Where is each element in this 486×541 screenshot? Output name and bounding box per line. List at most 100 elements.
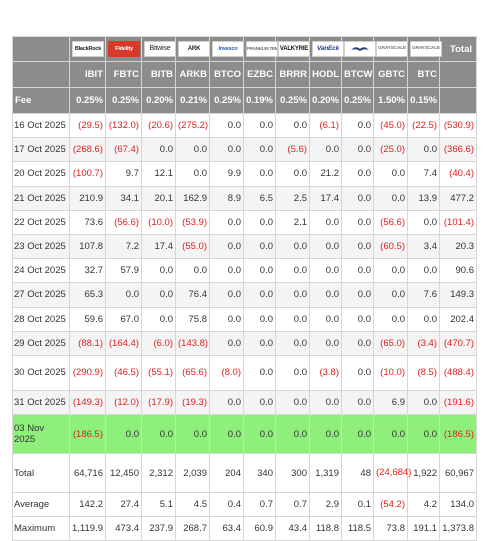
etf-flow-table-container: BlackRock Fidelity Bitwise ARK Invesco F…: [12, 36, 477, 541]
flow-value-cell: 0.0: [141, 258, 176, 284]
total-column-header: Total: [439, 36, 477, 62]
flow-value-cell: 0.1: [341, 492, 374, 518]
invesco-logo-icon: Invesco: [212, 41, 244, 57]
flow-value-cell: 67.0: [105, 306, 142, 332]
flow-value-cell: 0.0: [175, 258, 210, 284]
flow-value-cell: 1,922: [407, 453, 440, 494]
fee-value: 0.20%: [141, 87, 176, 114]
summary-row-average: Average 142.2 27.4 5.1 4.5 0.4 0.7 0.7 2.9 0.1 (54…: [12, 492, 477, 518]
flow-value-cell: 0.0: [209, 330, 244, 356]
flow-value-cell: 340: [243, 453, 276, 494]
flow-value-cell: 0.0: [341, 137, 374, 163]
flow-value-cell: (290.9): [69, 354, 106, 391]
flow-value-cell: 5.1: [141, 492, 176, 518]
flow-value-cell: (65.6): [175, 354, 210, 391]
flow-value-cell: 6.5: [243, 185, 276, 211]
flow-value-cell: 0.0: [407, 258, 440, 284]
flow-value-cell: 473.4: [105, 516, 142, 541]
flow-value-cell: 0.0: [373, 306, 408, 332]
date-cell: 29 Oct 2025: [12, 330, 70, 356]
table-row: 22 Oct 2025 73.6 (56.6) (10.0) (53.9) 0.0 0.0 2…: [12, 209, 477, 235]
fee-value: 0.25%: [69, 87, 106, 114]
flow-value-cell: 2.9: [309, 492, 342, 518]
franklin-logo-icon: FRANKLIN TEMPLETON: [246, 41, 278, 57]
flow-value-cell: 0.0: [309, 389, 342, 416]
logo-header-row: BlackRock Fidelity Bitwise ARK Invesco F…: [12, 36, 477, 62]
flow-value-cell: 13.9: [407, 185, 440, 211]
summary-row-maximum: Maximum 1,119.9 473.4 237.9 268.7 63.4 60.9 43.…: [12, 516, 477, 541]
flow-value-cell: (10.0): [373, 354, 408, 391]
flow-value-cell: 0.0: [341, 414, 374, 455]
flow-value-cell: (20.6): [141, 112, 176, 139]
flow-value-cell: (186.5): [69, 414, 106, 455]
flow-value-cell: 300: [275, 453, 310, 494]
flow-value-cell: 0.0: [275, 330, 310, 356]
flow-value-cell: 0.0: [373, 282, 408, 308]
flow-value-cell: 3.4: [407, 233, 440, 260]
fee-total: [439, 87, 477, 114]
flow-value-cell: (100.7): [69, 161, 106, 187]
flow-value-cell: 0.0: [209, 282, 244, 308]
flow-value-cell: (3.8): [309, 354, 342, 391]
flow-value-cell: 0.0: [275, 233, 310, 260]
row-total-cell: (186.5): [439, 414, 477, 455]
row-total-cell: 20.3: [439, 233, 477, 260]
flow-value-cell: 73.8: [373, 516, 408, 541]
flow-value-cell: 0.0: [341, 306, 374, 332]
flow-value-cell: 0.0: [175, 137, 210, 163]
fee-value: 0.19%: [243, 87, 276, 114]
corner-cell: [12, 36, 70, 62]
flow-value-cell: 0.0: [209, 233, 244, 260]
flow-value-cell: 0.0: [341, 185, 374, 211]
flow-value-cell: 2.1: [275, 209, 310, 235]
flow-value-cell: (132.0): [105, 112, 142, 139]
table-row: 31 Oct 2025 (149.3) (12.0) (17.9) (19.3) 0.0 0…: [12, 389, 477, 416]
date-cell: 17 Oct 2025: [12, 137, 70, 163]
fund-logo-cell: Fidelity: [105, 36, 142, 62]
flow-value-cell: 0.0: [243, 161, 276, 187]
flow-value-cell: 0.0: [407, 389, 440, 416]
row-total-cell: 202.4: [439, 306, 477, 332]
summary-label: Total: [12, 453, 70, 494]
flow-value-cell: 0.0: [209, 209, 244, 235]
flow-value-cell: 0.0: [141, 282, 176, 308]
row-total-cell: (470.7): [439, 330, 477, 356]
flow-value-cell: 0.0: [105, 282, 142, 308]
ticker-header: EZBC: [243, 61, 276, 88]
flow-value-cell: 0.0: [243, 354, 276, 391]
flow-table-body: 16 Oct 2025 (29.5) (132.0) (20.6) (275.2) 0.0…: [12, 112, 477, 541]
flow-value-cell: 20.1: [141, 185, 176, 211]
date-cell: 28 Oct 2025: [12, 306, 70, 332]
flow-value-cell: 73.6: [69, 209, 106, 235]
table-row: 28 Oct 2025 59.6 67.0 0.0 75.8 0.0 0.0 0.0 0.0 0.…: [12, 306, 477, 332]
flow-value-cell: 0.0: [243, 282, 276, 308]
flow-value-cell: 7.2: [105, 233, 142, 260]
flow-value-cell: 0.0: [175, 161, 210, 187]
flow-value-cell: 0.0: [309, 330, 342, 356]
flow-value-cell: 9.7: [105, 161, 142, 187]
row-total-cell: (40.4): [439, 161, 477, 187]
fee-value: 0.25%: [341, 87, 374, 114]
flow-value-cell: 0.0: [373, 185, 408, 211]
ticker-header-row: IBIT FBTC BITB ARKB BTCO EZBC BRRR HODL …: [12, 61, 477, 88]
flow-value-cell: 12,450: [105, 453, 142, 494]
flow-value-cell: (6.0): [141, 330, 176, 356]
flow-value-cell: 0.0: [275, 414, 310, 455]
blackrock-logo-icon: BlackRock: [72, 41, 104, 57]
date-cell: 20 Oct 2025: [12, 161, 70, 187]
flow-value-cell: 0.0: [275, 306, 310, 332]
table-row: 03 Nov 2025 (186.5) 0.0 0.0 0.0 0.0 0.0 0.0 0.0 0…: [12, 414, 477, 455]
flow-value-cell: 64,716: [69, 453, 106, 494]
flow-value-cell: 0.0: [309, 414, 342, 455]
flow-value-cell: 0.0: [341, 233, 374, 260]
table-row: 30 Oct 2025 (290.9) (46.5) (55.1) (65.6) (8.0…: [12, 354, 477, 391]
fund-logo-cell: Bitwise: [141, 36, 176, 62]
flow-value-cell: 0.0: [309, 233, 342, 260]
flow-value-cell: (12.0): [105, 389, 142, 416]
flow-value-cell: 76.4: [175, 282, 210, 308]
flow-value-cell: 0.0: [275, 161, 310, 187]
flow-value-cell: 107.8: [69, 233, 106, 260]
row-total-cell: 477.2: [439, 185, 477, 211]
vaneck-logo-icon: VanEck: [312, 41, 344, 57]
flow-value-cell: 75.8: [175, 306, 210, 332]
